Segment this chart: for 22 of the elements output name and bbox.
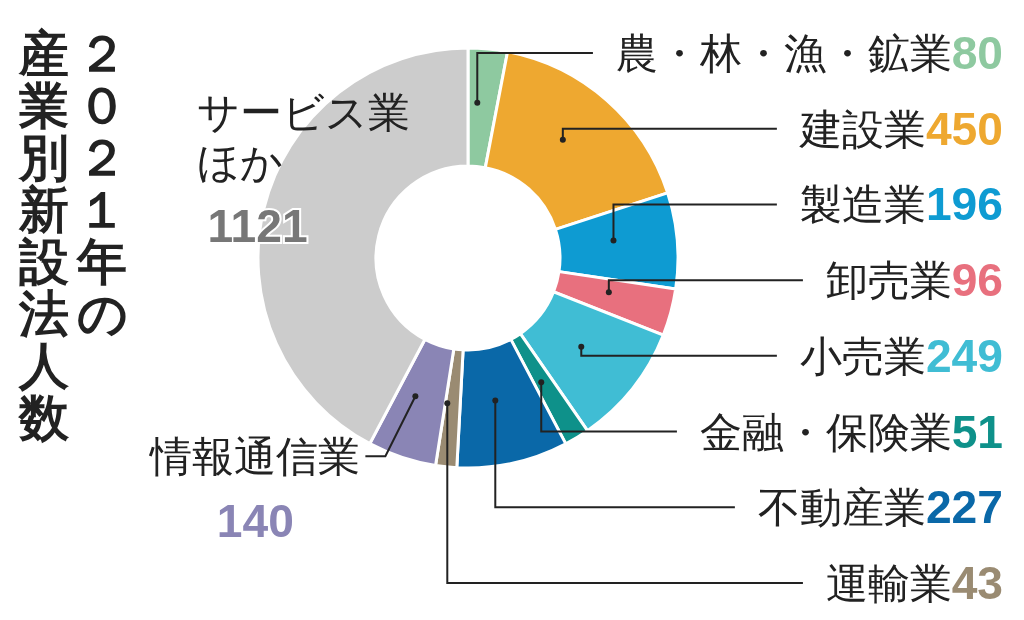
- data-label: 51: [951, 405, 1003, 458]
- slice-label: 不動産業: [757, 483, 926, 531]
- data-label: 80: [951, 27, 1003, 79]
- data-label: 43: [951, 557, 1003, 609]
- data-label: 96: [951, 254, 1003, 307]
- slice-label: 農・林・漁・鉱業: [615, 29, 952, 77]
- slice-label: 運輸業: [825, 559, 952, 607]
- text: 産業別新設法人数: [19, 26, 69, 446]
- data-label: 140: [216, 495, 294, 548]
- text: ２０２１年の: [76, 26, 128, 342]
- slice-label: 情報通信業: [148, 432, 361, 480]
- slice-label: 建設業: [798, 105, 926, 153]
- data-label: 1121: [207, 199, 308, 252]
- data-label: 249: [925, 329, 1003, 382]
- slice-label: 卸売業: [825, 256, 952, 304]
- slice-label: 製造業: [799, 180, 926, 228]
- data-label: 227: [925, 481, 1003, 534]
- data-label: 450: [925, 102, 1003, 155]
- slice-label: 小売業: [799, 332, 926, 380]
- slice-label: 金融・保険業: [699, 408, 952, 456]
- data-label: 196: [925, 178, 1003, 231]
- slice-label: サービス業ほか: [197, 88, 411, 187]
